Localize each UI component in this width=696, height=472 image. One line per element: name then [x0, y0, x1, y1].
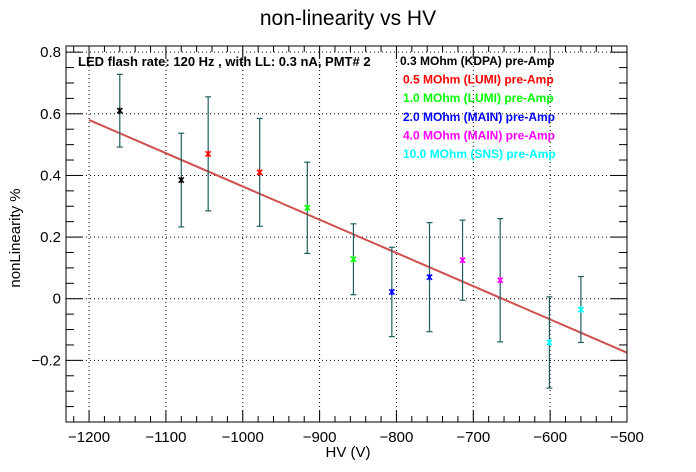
grid-lines: [66, 46, 627, 422]
data-point: [304, 204, 311, 212]
data-point: [388, 288, 395, 296]
x-tick-label: −1000: [222, 429, 264, 446]
x-tick-label: −800: [380, 429, 414, 446]
data-point: [350, 256, 357, 263]
legend-entry: 1.0 MOhm (LUMI) pre-Amp: [403, 91, 554, 105]
legend-entry: 0.5 MOhm (LUMI) pre-Amp: [403, 73, 554, 87]
y-tick-label: 0: [53, 291, 61, 308]
x-tick-label: −700: [456, 429, 490, 446]
x-tick-label: −900: [303, 429, 337, 446]
x-axis-label: HV (V): [326, 444, 371, 461]
fit-line: [88, 119, 628, 354]
data-point: [577, 306, 585, 313]
data-point: [256, 169, 263, 176]
data-point: [426, 273, 433, 281]
fit-line-group: [88, 119, 628, 354]
plot-frame: [65, 45, 628, 423]
legend-entry: 10.0 MOhm (SNS) pre-Amp: [403, 147, 556, 161]
x-tick-label: −1100: [145, 429, 186, 446]
data-point: [205, 150, 212, 158]
legend-entry: 4.0 MOhm (MAIN) pre-Amp: [403, 128, 555, 142]
y-tick-label: 0.6: [40, 106, 61, 123]
data-point: [497, 277, 504, 284]
y-tick-label: 0.8: [40, 44, 61, 61]
legend: 0.3 MOhm (KDPA) pre-Amp 0.5 MOhm (LUMI) p…: [400, 54, 556, 161]
data-point: [178, 176, 185, 184]
data-point: [116, 107, 123, 114]
legend-entry: 2.0 MOhm (MAIN) pre-Amp: [403, 110, 555, 124]
y-tick-label: 0.4: [40, 167, 61, 184]
legend-entry: 0.3 MOhm (KDPA) pre-Amp: [400, 54, 554, 68]
x-axis-ticks: −1200 −1100 −1000 −900 −800 −700 −600 −500: [68, 46, 644, 446]
y-axis-ticks: −0.2 0 0.2 0.4 0.6 0.8: [31, 44, 627, 423]
x-tick-label: −600: [533, 429, 567, 446]
x-tick-label: −1200: [68, 429, 110, 446]
chart-title: non-linearity vs HV: [260, 7, 436, 30]
y-axis-label: nonLinearity %: [7, 188, 24, 287]
data-point: [546, 339, 553, 346]
data-point: [459, 256, 466, 264]
y-tick-label: −0.2: [31, 352, 61, 369]
info-text: LED flash rate: 120 Hz , with LL: 0.3 nA…: [78, 54, 371, 69]
x-tick-label: −500: [610, 429, 644, 446]
data-markers: [116, 107, 585, 346]
y-tick-label: 0.2: [40, 229, 61, 246]
